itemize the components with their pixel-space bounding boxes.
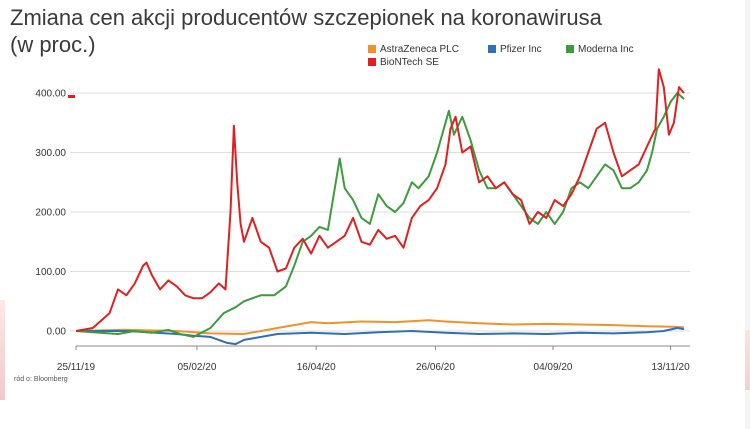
x-tick-label: 05/02/20 xyxy=(177,362,216,373)
series-line-moderna xyxy=(75,92,685,338)
chart-title: Zmiana cen akcji producentów szczepionek… xyxy=(10,5,602,57)
legend-swatch-moderna xyxy=(566,45,574,53)
legend-item-astrazeneca: AstraZeneca PLC xyxy=(368,44,459,55)
x-tick-label: 26/06/20 xyxy=(416,362,455,373)
legend-item-pfizer: Pfizer Inc xyxy=(488,44,542,55)
y-tick-label: 300.00 xyxy=(35,148,66,159)
right-edge-strip xyxy=(745,0,750,429)
y-tick-label: 100.00 xyxy=(35,267,66,278)
series-line-pfizer xyxy=(76,327,685,346)
y-tick-label: 200.00 xyxy=(35,208,66,219)
y-tick-label: 0.00 xyxy=(47,327,67,338)
biontech-marker xyxy=(68,95,75,98)
y-tick-label: 400.00 xyxy=(35,89,66,100)
legend-item-moderna: Moderna Inc xyxy=(566,44,634,55)
x-tick-label: 25/11/19 xyxy=(57,362,96,373)
legend-item-biontech: BioNTech SE xyxy=(368,57,439,68)
legend-label-moderna: Moderna Inc xyxy=(578,44,634,55)
x-tick-label: 04/09/20 xyxy=(534,362,573,373)
series-line-biontech xyxy=(75,68,685,332)
left-edge-strip xyxy=(0,300,5,400)
legend-swatch-pfizer xyxy=(488,45,496,53)
source-note: ród o: Bloomberg xyxy=(14,376,68,383)
legend-swatch-biontech xyxy=(368,58,376,66)
right-edge-strip-accent xyxy=(745,330,750,390)
legend-label-biontech: BioNTech SE xyxy=(380,57,439,68)
x-tick-label: 13/11/20 xyxy=(651,362,690,373)
x-tick-label: 16/04/20 xyxy=(297,362,336,373)
legend-label-astrazeneca: AstraZeneca PLC xyxy=(380,44,459,55)
series-line-astrazeneca xyxy=(75,319,685,335)
legend-swatch-astrazeneca xyxy=(368,45,376,53)
legend-label-pfizer: Pfizer Inc xyxy=(500,44,542,55)
